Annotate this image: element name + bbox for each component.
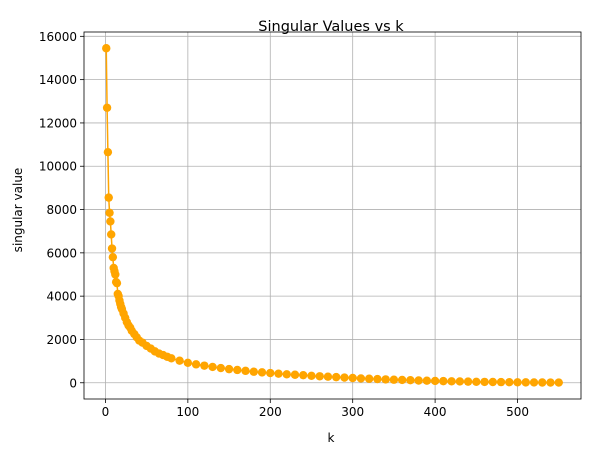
y-axis: 0 2000 4000 6000 8000 10000 12000 14000 16000 [39, 30, 84, 390]
x-tick-label: 300 [341, 405, 364, 419]
y-tick-label: 4000 [46, 290, 77, 304]
data-point [414, 376, 423, 385]
x-tick-label: 200 [259, 405, 282, 419]
data-point [167, 354, 176, 363]
data-point [397, 375, 407, 385]
x-tick-label: 100 [176, 405, 199, 419]
data-point [105, 208, 114, 217]
data-point [389, 375, 399, 384]
data-point [323, 372, 333, 381]
data-point [554, 378, 563, 387]
data-point [513, 378, 522, 387]
data-point [529, 378, 539, 387]
data-point [447, 377, 456, 386]
data-point [463, 377, 473, 386]
data-point [364, 374, 374, 383]
data-point [175, 356, 184, 365]
data-point [266, 368, 275, 378]
data-point [315, 372, 324, 381]
data-point [439, 376, 448, 386]
series-line [105, 48, 559, 384]
plot-area-frame [83, 31, 582, 400]
data-point [406, 376, 415, 385]
y-tick-label: 14000 [39, 73, 77, 87]
data-point [472, 377, 481, 386]
data-point [102, 103, 112, 112]
data-point [340, 373, 349, 382]
data-point [505, 377, 514, 387]
y-tick-label: 12000 [39, 116, 77, 130]
data-point [191, 360, 201, 369]
data-point [538, 378, 547, 387]
data-point [111, 270, 120, 279]
y-tick-label: 0 [69, 376, 77, 390]
y-tick-label: 8000 [46, 203, 77, 217]
data-point [332, 372, 341, 382]
x-axis: 0 100 200 300 400 500 [102, 399, 529, 419]
data-point [422, 376, 432, 385]
data-point [356, 374, 366, 383]
data-point [348, 373, 357, 383]
y-tick-label: 10000 [39, 160, 77, 174]
x-tick-label: 400 [424, 405, 447, 419]
data-point [106, 230, 116, 239]
data-point [257, 368, 267, 377]
x-axis-label: k [328, 431, 335, 445]
y-axis-label: singular value [11, 168, 25, 253]
x-tick-label: 500 [506, 405, 529, 419]
data-point [546, 378, 555, 387]
y-tick-label: 16000 [39, 30, 77, 44]
y-tick-label: 2000 [46, 333, 77, 347]
data-point [224, 364, 234, 374]
x-tick-label: 0 [102, 405, 110, 419]
series-singular-values [102, 44, 563, 387]
data-point [241, 366, 250, 376]
data-point [183, 358, 193, 368]
data-point [104, 193, 113, 202]
data-point [107, 244, 117, 253]
data-point [200, 361, 209, 370]
data-point [290, 370, 300, 379]
data-point [455, 377, 465, 386]
chart-title: Singular Values vs k [258, 19, 404, 35]
data-point [307, 371, 316, 381]
data-point [496, 377, 506, 387]
data-point [274, 369, 283, 378]
data-point [108, 252, 118, 262]
data-point [106, 217, 115, 226]
data-point [430, 376, 440, 386]
data-point [381, 375, 390, 384]
data-point [282, 370, 291, 379]
data-point [299, 370, 308, 380]
data-point [216, 363, 226, 373]
data-point [233, 365, 242, 375]
data-point [488, 377, 498, 387]
data-point [103, 147, 113, 157]
data-point [480, 377, 489, 387]
data-point [112, 278, 122, 288]
data-point [373, 374, 382, 384]
data-point [208, 362, 217, 372]
series-points [102, 44, 563, 387]
data-point [249, 367, 258, 376]
data-point [521, 378, 530, 387]
data-point [102, 44, 111, 53]
y-tick-label: 6000 [46, 246, 77, 260]
grid-lines [84, 32, 581, 399]
